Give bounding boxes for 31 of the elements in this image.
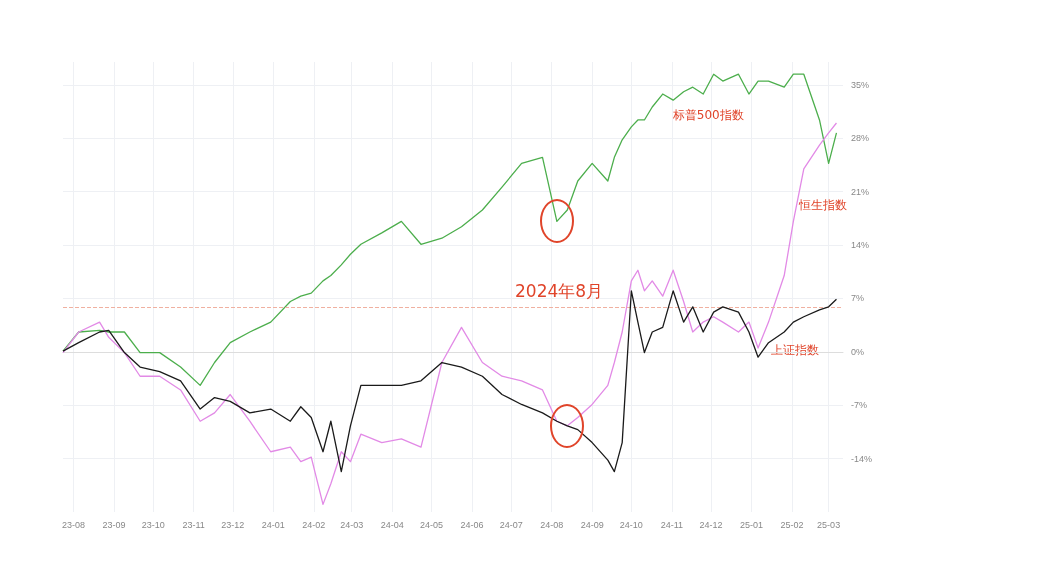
x-tick-label: 23-11 [182, 519, 205, 530]
x-tick-label: 24-02 [302, 519, 326, 530]
y-tick-label: 35% [851, 79, 870, 90]
x-tick-label: 25-02 [780, 519, 804, 530]
series-label: 恒生指数 [798, 198, 848, 213]
x-tick-label: 24-11 [660, 519, 684, 530]
x-tick-label: 23-12 [221, 519, 245, 530]
x-tick-label: 24-06 [460, 519, 484, 530]
x-tick-label: 24-12 [699, 519, 723, 530]
x-tick-label: 24-07 [499, 519, 523, 530]
x-tick-label: 23-09 [102, 519, 126, 530]
x-tick-label: 23-10 [141, 519, 165, 530]
y-tick-label: 0% [851, 346, 865, 357]
series-label: 标普500指数 [671, 108, 744, 123]
x-tick-label: 24-04 [380, 519, 404, 530]
x-tick-label: 24-09 [580, 519, 604, 530]
x-tick-label: 24-05 [419, 519, 443, 530]
y-tick-label: -14% [851, 453, 873, 464]
x-tick-label: 23-08 [61, 519, 85, 530]
x-tick-label: 25-01 [740, 519, 764, 530]
x-tick-label: 24-01 [261, 519, 285, 530]
y-tick-label: 28% [851, 133, 870, 144]
x-tick-label: 24-10 [619, 519, 643, 530]
y-tick-label: 7% [851, 293, 865, 304]
x-tick-label: 24-03 [340, 519, 364, 530]
annotation: 2024年8月 [515, 280, 604, 301]
x-tick-label: 25-03 [817, 519, 841, 530]
x-tick-label: 24-08 [540, 519, 564, 530]
y-tick-label: 14% [851, 240, 870, 251]
y-tick-label: 21% [851, 186, 870, 197]
y-tick-label: -7% [851, 400, 868, 411]
